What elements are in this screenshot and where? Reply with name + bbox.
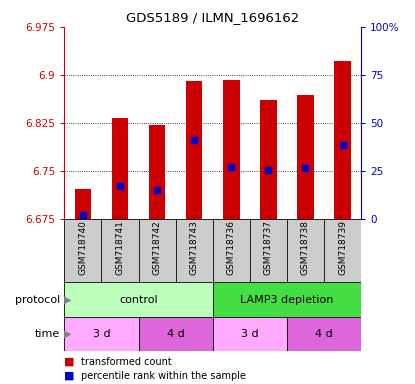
Bar <box>139 317 213 351</box>
Bar <box>223 80 239 219</box>
Text: GSM718742: GSM718742 <box>153 220 161 275</box>
Bar <box>334 61 351 219</box>
Text: GSM718737: GSM718737 <box>264 220 273 275</box>
Bar <box>64 282 213 317</box>
Bar <box>260 101 277 219</box>
Bar <box>213 282 361 317</box>
Bar <box>287 317 361 351</box>
Text: time: time <box>35 329 60 339</box>
Text: GSM718740: GSM718740 <box>78 220 88 275</box>
Text: GSM718736: GSM718736 <box>227 220 236 275</box>
Text: 4 d: 4 d <box>167 329 185 339</box>
Text: transformed count: transformed count <box>81 357 172 367</box>
Text: ▶: ▶ <box>63 329 71 339</box>
Text: 3 d: 3 d <box>93 329 110 339</box>
Text: 4 d: 4 d <box>315 329 333 339</box>
Text: GSM718738: GSM718738 <box>301 220 310 275</box>
Text: GSM718743: GSM718743 <box>190 220 199 275</box>
Bar <box>112 118 128 219</box>
Bar <box>64 317 139 351</box>
Text: control: control <box>119 295 158 305</box>
Text: 3 d: 3 d <box>241 329 259 339</box>
Text: ■: ■ <box>64 371 75 381</box>
Bar <box>75 189 91 219</box>
Text: ■: ■ <box>64 357 75 367</box>
Bar <box>186 81 203 219</box>
Text: percentile rank within the sample: percentile rank within the sample <box>81 371 246 381</box>
Text: ▶: ▶ <box>63 295 71 305</box>
Bar <box>149 125 166 219</box>
Text: GSM718739: GSM718739 <box>338 220 347 275</box>
Text: protocol: protocol <box>15 295 60 305</box>
Bar <box>297 95 314 219</box>
Text: GSM718741: GSM718741 <box>115 220 124 275</box>
Text: LAMP3 depletion: LAMP3 depletion <box>240 295 334 305</box>
Bar <box>213 317 287 351</box>
Title: GDS5189 / ILMN_1696162: GDS5189 / ILMN_1696162 <box>126 11 299 24</box>
